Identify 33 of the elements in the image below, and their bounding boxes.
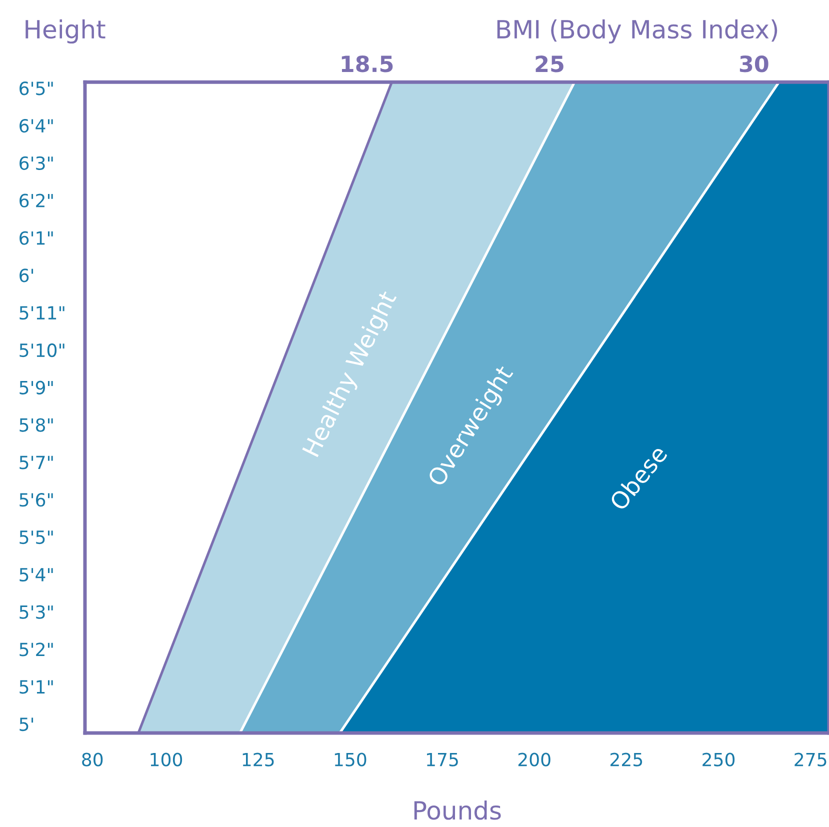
y-tick-label: 5'6": [20, 493, 53, 507]
x-tick-label: 275: [794, 752, 826, 766]
x-tick-label: 80: [82, 752, 103, 766]
y-tick-label: 6'3": [20, 156, 53, 170]
y-axis-title: Height: [26, 19, 106, 44]
x-axis-title: Pounds: [414, 800, 501, 820]
y-tick-label: 5'10": [20, 343, 64, 358]
y-tick-label: 5'4": [20, 568, 53, 582]
x-tick-label: 175: [427, 752, 458, 766]
y-tick-label: 6'2": [20, 194, 53, 208]
x-tick-label: 150: [334, 752, 366, 766]
y-tick-label: 5'3": [20, 605, 53, 619]
y-tick-label: 5'11": [20, 306, 64, 320]
y-tick-label: 5'1": [20, 680, 53, 694]
text: BMI (Body Mass Index): [497, 19, 778, 44]
y-tick-label: 5'9": [20, 380, 53, 394]
x-tick-label: 125: [242, 752, 274, 766]
y-tick-label: 5'7": [20, 456, 53, 470]
x-tick-label: 100: [150, 752, 182, 766]
y-tick-label: 6'5": [20, 82, 53, 96]
x-tick-label: 200: [518, 752, 550, 766]
y-tick-label: 5'2": [20, 642, 53, 656]
annotation: 18.5: [342, 55, 393, 72]
y-tick-label: 6'4": [20, 118, 53, 133]
x-tick-label: 250: [702, 752, 735, 766]
y-tick-label: 6'1": [20, 231, 53, 245]
y-tick-label: 5': [20, 718, 34, 732]
y-tick-label: 6': [20, 268, 34, 282]
annotation: 25: [536, 55, 564, 72]
x-tick-label: 225: [610, 752, 642, 766]
y-tick-label: 5'8": [20, 418, 53, 432]
annotation: 30: [740, 55, 768, 72]
y-tick-label: 5'5": [20, 530, 53, 544]
